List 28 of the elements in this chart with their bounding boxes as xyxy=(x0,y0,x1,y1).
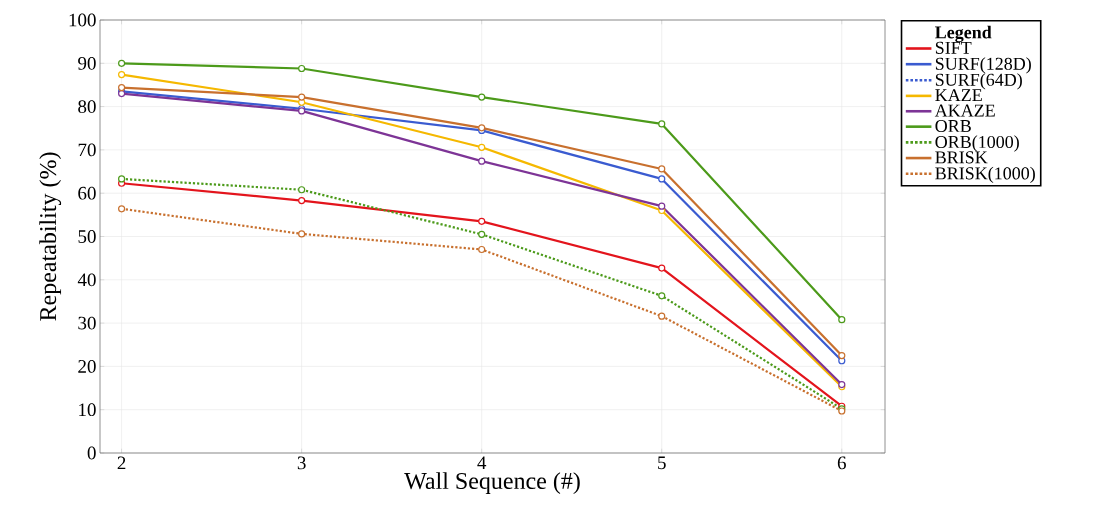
y-tick-label: 60 xyxy=(78,186,96,200)
y-tick-label: 10 xyxy=(79,403,96,417)
y-tick-label: 90 xyxy=(78,56,96,70)
y-tick-label: 40 xyxy=(77,273,96,287)
y-tick-label: 0 xyxy=(87,446,96,460)
legend-label: ORB xyxy=(935,119,971,133)
legend-label: SIFT xyxy=(935,41,972,54)
x-tick-label: 5 xyxy=(658,456,666,470)
y-tick-label: 50 xyxy=(78,230,96,243)
y-tick-label: 70 xyxy=(78,143,96,157)
x-axis-title: Wall Sequence (#) xyxy=(404,472,580,494)
y-tick-label: 30 xyxy=(78,316,96,330)
y-tick-label: 20 xyxy=(78,360,96,373)
y-tick-label: 100 xyxy=(69,13,96,27)
legend-label: SURF(128D) xyxy=(935,57,1031,74)
x-tick-label: 6 xyxy=(837,456,846,470)
legend-label: BRISK xyxy=(935,151,988,164)
x-tick-label: 4 xyxy=(477,456,487,470)
x-tick-label: 2 xyxy=(117,456,126,470)
x-tick-label: 3 xyxy=(297,456,306,470)
legend-title: Legend xyxy=(935,25,992,43)
legend-label: AKAZE xyxy=(934,104,995,117)
legend-label: ORB(1000) xyxy=(935,135,1019,152)
y-tick-label: 80 xyxy=(78,100,96,114)
legend-label: SURF(64D) xyxy=(935,73,1022,90)
legend-label: KAZE xyxy=(935,89,982,102)
legend-label: BRISK(1000) xyxy=(935,166,1035,184)
y-axis-title: Repeatability (%) xyxy=(39,152,62,321)
